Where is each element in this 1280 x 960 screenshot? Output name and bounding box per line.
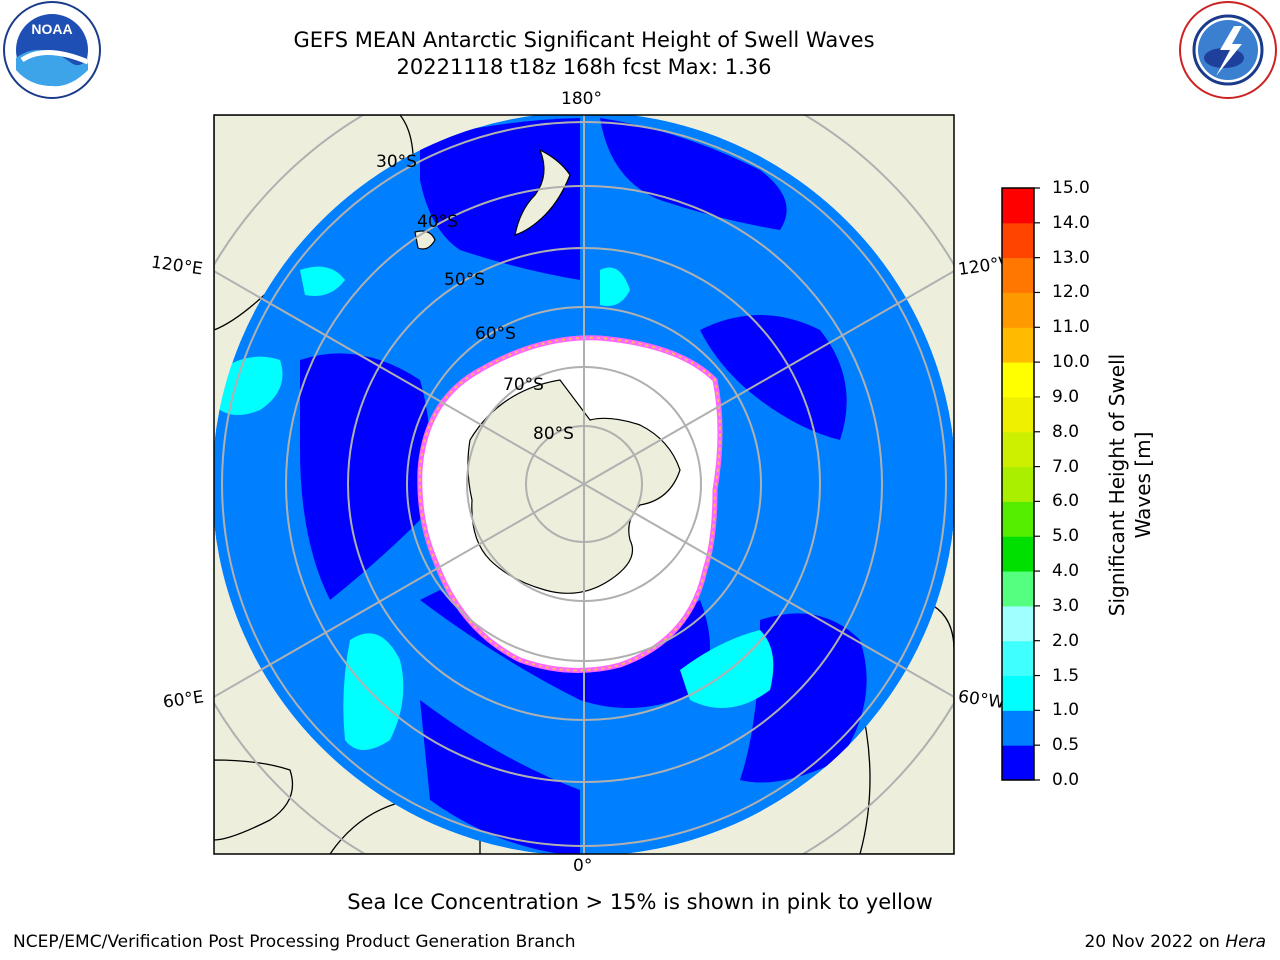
colorbar-tick-label: 10.0 — [1052, 352, 1090, 373]
colorbar-tick-label: 8.0 — [1052, 421, 1080, 442]
footer-date: 20 Nov 2022 on Hera — [1084, 932, 1266, 952]
colorbar-bin — [1002, 327, 1034, 363]
footer-host: Hera — [1225, 932, 1266, 952]
colorbar-bin — [1002, 257, 1034, 293]
colorbar-bin — [1002, 571, 1034, 607]
lat-label-80s: 80°S — [533, 424, 574, 444]
colorbar-bin — [1002, 466, 1034, 502]
lat-label-70s: 70°S — [503, 375, 544, 395]
lat-label-60s: 60°S — [475, 324, 516, 344]
colorbar-tick-label: 7.0 — [1052, 456, 1080, 477]
colorbar-bin — [1002, 188, 1034, 224]
lon-label-0: 0° — [573, 856, 593, 876]
map-frame — [213, 114, 955, 855]
colorbar-bin — [1002, 501, 1034, 537]
colorbar-tick-label: 13.0 — [1052, 247, 1090, 268]
colorbar-tick-label: 1.5 — [1052, 665, 1080, 686]
colorbar-tick-label: 14.0 — [1052, 212, 1090, 233]
nws-logo — [1179, 1, 1277, 99]
colorbar-bin — [1002, 396, 1034, 433]
colorbar-tick-label: 2.0 — [1052, 630, 1080, 651]
colorbar — [1001, 187, 1040, 781]
footer-date-text: 20 Nov 2022 on — [1084, 932, 1226, 952]
colorbar-bin — [1002, 362, 1034, 398]
colorbar-tick-label: 1.0 — [1052, 700, 1080, 721]
new-zealand-outline — [514, 148, 571, 236]
antarctica-outline — [467, 379, 681, 594]
lat-label-40s: 40°S — [417, 212, 458, 232]
colorbar-bin — [1002, 675, 1034, 711]
noaa-logo-text: NOAA — [31, 21, 72, 37]
colorbar-tick-label: 0.5 — [1052, 735, 1080, 756]
colorbar-bin — [1002, 605, 1034, 642]
colorbar-tick-label: 3.0 — [1052, 595, 1080, 616]
colorbar-tick-label: 0.0 — [1052, 770, 1080, 790]
colorbar-tick-label: 15.0 — [1052, 178, 1090, 198]
colorbar-tick-label: 11.0 — [1052, 317, 1090, 338]
sea-ice-note: Sea Ice Concentration > 15% is shown in … — [347, 890, 933, 914]
chart-subtitle: 20221118 t18z 168h fcst Max: 1.36 — [396, 55, 772, 79]
lat-label-50s: 50°S — [444, 270, 485, 290]
colorbar-bin — [1002, 536, 1034, 572]
colorbar-tick-label: 9.0 — [1052, 386, 1080, 407]
colorbar-tick-label: 6.0 — [1052, 491, 1080, 512]
colorbar-bin — [1002, 710, 1034, 746]
colorbar-title: Significant Height of Swell Waves [m] — [1105, 353, 1155, 617]
colorbar-tick-label: 12.0 — [1052, 282, 1090, 303]
lon-label-180: 180° — [561, 89, 602, 109]
colorbar-bin — [1002, 745, 1034, 781]
colorbar-bin — [1002, 222, 1034, 259]
colorbar-tick-label: 5.0 — [1052, 526, 1080, 547]
colorbar-bin — [1002, 292, 1034, 328]
chart-title: GEFS MEAN Antarctic Significant Height o… — [293, 28, 875, 52]
noaa-logo: NOAA — [3, 1, 101, 99]
lat-label-30s: 30°S — [376, 152, 417, 172]
colorbar-bin — [1002, 640, 1034, 677]
footer-credit: NCEP/EMC/Verification Post Processing Pr… — [13, 932, 576, 952]
colorbar-tick-label: 4.0 — [1052, 561, 1080, 582]
colorbar-bin — [1002, 431, 1034, 468]
graticule — [214, 115, 954, 854]
